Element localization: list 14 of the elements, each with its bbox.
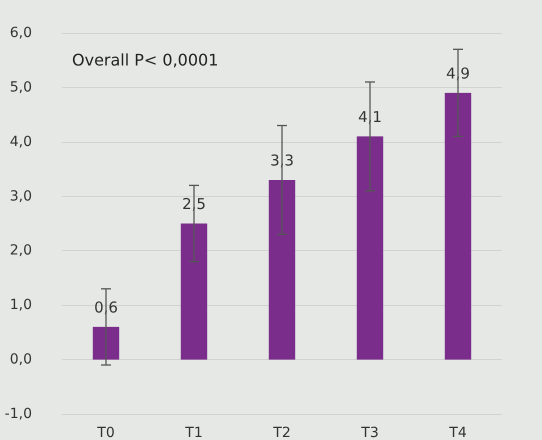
y-tick-label: 4,0 <box>10 134 32 150</box>
annotation: Overall P< 0,0001 <box>72 50 218 70</box>
y-tick-label: 0,0 <box>10 352 32 368</box>
x-tick-label: T1 <box>184 425 203 440</box>
x-tick-label: T4 <box>448 425 467 440</box>
y-tick-label: 1,0 <box>10 297 32 314</box>
y-tick-label: 6,0 <box>10 25 32 41</box>
y-tick-label: -1,0 <box>4 406 32 422</box>
y-tick-label: 2,0 <box>10 242 32 259</box>
x-tick-label: T0 <box>96 425 115 440</box>
y-tick-label: 5,0 <box>10 79 32 96</box>
x-tick-label: T3 <box>360 425 379 440</box>
x-tick-label: T2 <box>272 425 291 440</box>
y-tick-label: 3,0 <box>10 188 32 204</box>
